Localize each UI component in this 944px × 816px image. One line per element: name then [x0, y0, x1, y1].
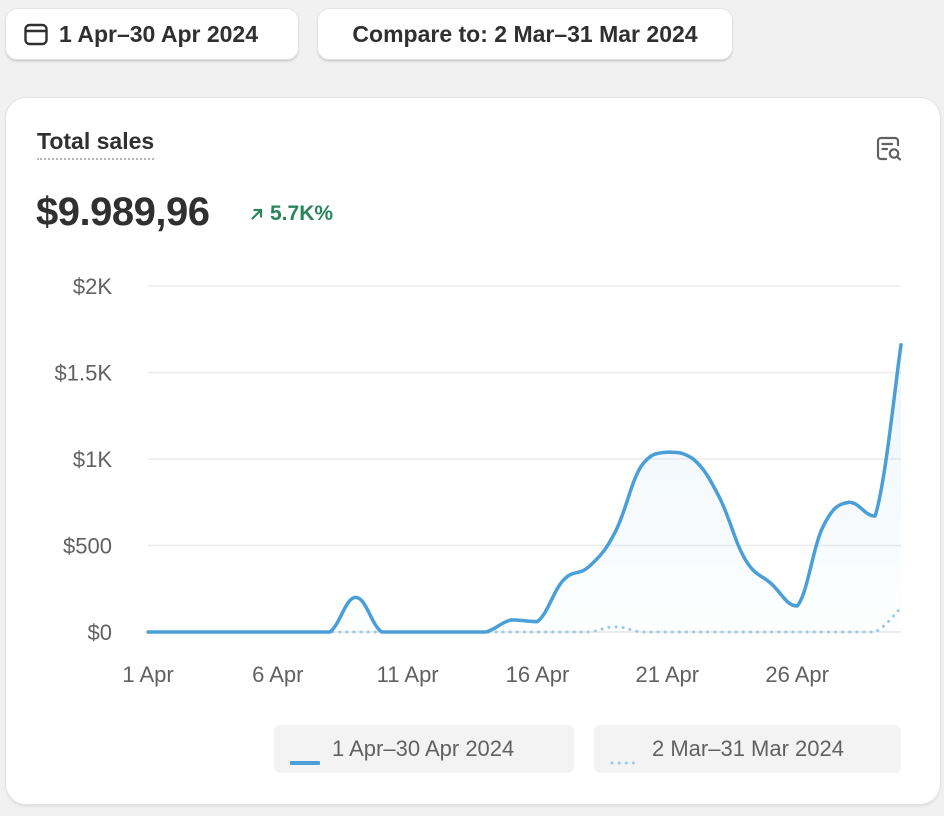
compare-range-label: Compare to: 2 Mar–31 Mar 2024 — [352, 20, 698, 47]
legend-label-current: 1 Apr–30 Apr 2024 — [332, 736, 515, 761]
date-range-button[interactable]: 1 Apr–30 Apr 2024 — [5, 8, 299, 60]
x-tick-label: 21 Apr — [636, 662, 700, 687]
card-title[interactable]: Total sales — [37, 128, 155, 160]
y-tick-label: $1K — [73, 447, 112, 472]
x-tick-label: 26 Apr — [765, 662, 829, 687]
compare-range-button[interactable]: Compare to: 2 Mar–31 Mar 2024 — [317, 8, 733, 60]
x-tick-label: 16 Apr — [506, 662, 570, 687]
y-tick-label: $0 — [88, 620, 112, 645]
total-sales-card: Total sales $9.989,96 5.7K% $0 $500 $1K $1. — [6, 98, 940, 804]
sales-line-chart: $0 $500 $1K $1.5K $2K 1 Apr 6 Apr 11 Apr 16 Apr… — [55, 274, 903, 687]
arrow-up-right-icon — [250, 207, 264, 221]
x-tick-label: 11 Apr — [377, 662, 439, 687]
series-line-current[interactable] — [146, 343, 903, 634]
y-tick-label: $500 — [63, 534, 112, 559]
change-percent: 5.7K% — [270, 202, 334, 225]
calendar-icon — [23, 21, 49, 47]
legend-label-previous: 2 Mar–31 Mar 2024 — [652, 736, 844, 761]
explore-data-icon[interactable] — [874, 134, 904, 164]
top-toolbar: 1 Apr–30 Apr 2024 Compare to: 2 Mar–31 M… — [0, 0, 944, 80]
total-sales-value: $9.989,96 — [36, 190, 210, 234]
legend-swatch-dotted — [610, 746, 640, 765]
legend-item-previous[interactable]: 2 Mar–31 Mar 2024 — [594, 725, 901, 773]
y-tick-label: $1.5K — [55, 361, 113, 386]
legend-item-current[interactable]: 1 Apr–30 Apr 2024 — [274, 725, 574, 773]
change-indicator: 5.7K% — [250, 202, 333, 226]
x-tick-label: 1 Apr — [122, 662, 173, 687]
legend-swatch-solid — [289, 746, 321, 765]
x-tick-label: 6 Apr — [252, 662, 303, 687]
y-tick-label: $2K — [73, 274, 112, 299]
series-area-current — [148, 344, 901, 632]
date-range-label: 1 Apr–30 Apr 2024 — [59, 20, 259, 47]
